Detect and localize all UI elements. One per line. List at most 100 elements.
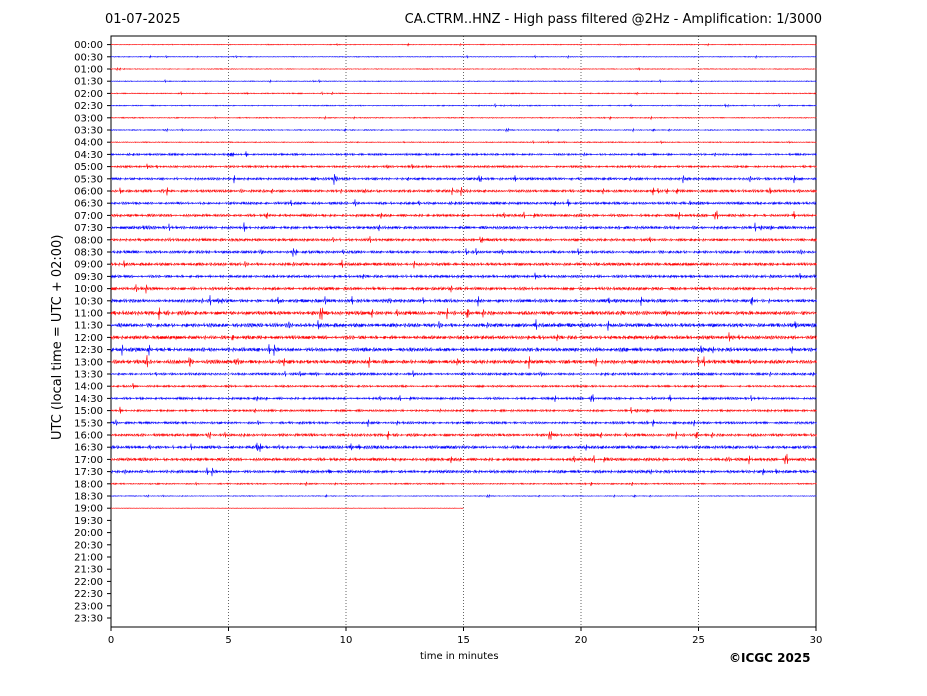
y-tick-label: 05:30: [74, 174, 103, 185]
y-tick-label: 02:30: [74, 101, 103, 112]
trace-0200: [110, 90, 817, 96]
y-tick-label: 03:00: [74, 113, 103, 124]
trace-1100: [110, 307, 817, 320]
y-tick-label: 18:00: [74, 479, 103, 490]
trace-0000: [110, 42, 817, 47]
x-tick-label: 0: [108, 635, 114, 646]
y-tick-label: 18:30: [74, 492, 103, 503]
y-tick-label: 17:00: [74, 455, 103, 466]
trace-0030: [110, 54, 817, 60]
y-tick-label: 01:30: [74, 77, 103, 88]
y-tick-label: 11:30: [74, 321, 103, 332]
y-tick-label: 03:30: [74, 126, 103, 137]
y-tick-label: 23:00: [74, 601, 103, 612]
trace-0800: [110, 236, 817, 243]
trace-1330: [110, 370, 817, 378]
y-tick-label: 08:00: [74, 235, 103, 246]
y-tick-label: 20:00: [74, 528, 103, 539]
y-tick-label: 07:00: [74, 211, 103, 222]
trace-1500: [110, 406, 817, 414]
x-tick-label: 30: [810, 635, 823, 646]
trace-1000: [110, 284, 817, 294]
x-tick-label: 20: [575, 635, 588, 646]
y-tick-label: 14:00: [74, 382, 103, 393]
trace-1200: [110, 332, 817, 342]
y-tick-label: 22:30: [74, 589, 103, 600]
trace-1630: [110, 442, 817, 452]
trace-1600: [110, 431, 817, 440]
trace-0730: [110, 222, 817, 232]
trace-0100: [110, 66, 817, 72]
plot-frame: [110, 35, 817, 628]
y-tick-label: 16:30: [74, 443, 103, 454]
copyright-credit: ©ICGC 2025: [729, 651, 811, 665]
trace-1130: [110, 319, 817, 331]
trace-0400: [110, 139, 817, 145]
x-axis-label: time in minutes: [420, 651, 499, 662]
trace-0830: [111, 248, 817, 257]
trace-1730: [110, 467, 817, 477]
trace-1530: [110, 419, 817, 427]
trace-0700: [110, 210, 817, 220]
y-tick-label: 15:00: [74, 406, 103, 417]
y-tick-label: 10:00: [74, 284, 103, 295]
y-tick-label: 19:00: [74, 504, 103, 515]
y-tick-label: 19:30: [74, 516, 103, 527]
y-tick-label: 14:30: [74, 394, 103, 405]
y-tick-label: 10:30: [74, 296, 103, 307]
y-tick-label: 00:30: [74, 52, 103, 63]
trace-0530: [110, 173, 817, 185]
y-tick-label: 12:30: [74, 345, 103, 356]
y-tick-label: 05:00: [74, 162, 103, 173]
y-tick-label: 00:00: [74, 40, 103, 51]
y-tick-label: 09:30: [74, 272, 103, 283]
y-tick-label: 04:30: [74, 150, 103, 161]
trace-1030: [111, 295, 817, 307]
y-tick-label: 06:30: [74, 199, 103, 210]
y-tick-label: 16:00: [74, 431, 103, 442]
y-tick-label: 07:30: [74, 223, 103, 234]
trace-0130: [110, 78, 817, 84]
trace-1800: [110, 481, 817, 487]
trace-0630: [110, 199, 817, 207]
y-tick-label: 15:30: [74, 418, 103, 429]
trace-0600: [111, 187, 817, 196]
y-tick-label: 11:00: [74, 309, 103, 320]
trace-0330: [110, 127, 817, 133]
y-tick-label: 23:30: [74, 614, 103, 625]
trace-1700: [110, 453, 817, 465]
trace-1900: [110, 507, 464, 510]
trace-0900: [110, 259, 817, 269]
x-tick-label: 5: [225, 635, 231, 646]
y-tick-label: 08:30: [74, 248, 103, 259]
trace-1830: [110, 493, 817, 499]
y-tick-label: 02:00: [74, 89, 103, 100]
y-tick-label: 12:00: [74, 333, 103, 344]
x-tick-label: 10: [340, 635, 353, 646]
y-tick-label: 13:30: [74, 370, 103, 381]
y-tick-label: 21:00: [74, 553, 103, 564]
y-tick-label: 09:00: [74, 260, 103, 271]
y-tick-label: 21:30: [74, 565, 103, 576]
y-tick-label: 22:00: [74, 577, 103, 588]
y-axis-label: UTC (local time = UTC + 02:00): [50, 234, 65, 440]
chart-date: 01-07-2025: [105, 12, 181, 27]
y-tick-label: 06:00: [74, 187, 103, 198]
y-tick-label: 17:30: [74, 467, 103, 478]
trace-1230: [110, 344, 817, 356]
trace-1400: [110, 383, 817, 389]
y-tick-label: 01:00: [74, 65, 103, 76]
trace-0430: [110, 151, 817, 157]
trace-0230: [110, 102, 817, 108]
x-tick-label: 15: [457, 635, 470, 646]
x-tick-label: 25: [692, 635, 705, 646]
chart-title: CA.CTRM..HNZ - High pass filtered @2Hz -…: [404, 12, 822, 27]
trace-0300: [111, 115, 817, 121]
trace-1300: [110, 354, 817, 369]
trace-0500: [110, 163, 817, 170]
y-tick-label: 20:30: [74, 540, 103, 551]
trace-0930: [110, 272, 817, 280]
y-tick-label: 13:00: [74, 357, 103, 368]
y-tick-label: 04:00: [74, 138, 103, 149]
